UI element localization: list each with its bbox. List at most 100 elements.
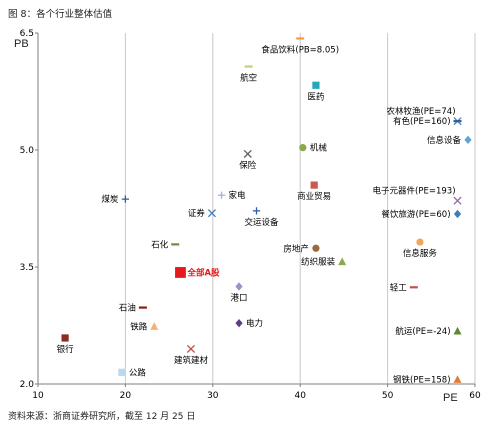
label-part: 钢铁(PE=158) bbox=[393, 374, 450, 385]
label-part: 全部A股 bbox=[186, 267, 220, 278]
label-part: 电子元器件 bbox=[373, 186, 416, 197]
marker-triangle bbox=[453, 375, 462, 383]
data-point: 石化 bbox=[151, 239, 180, 250]
label-part: (PE=60) bbox=[415, 210, 450, 220]
data-point-label: 石化 bbox=[151, 239, 169, 250]
data-point-label: 公路 bbox=[129, 367, 147, 378]
x-tick-label: 60 bbox=[469, 391, 481, 401]
data-point: 航空 bbox=[240, 65, 257, 84]
data-point-label: 商业贸易 bbox=[297, 191, 331, 202]
data-point-label: 食品饮料(PB=8.05) bbox=[261, 44, 339, 55]
marker-diamond bbox=[464, 135, 472, 145]
label-part: 纺织服装 bbox=[301, 257, 336, 268]
tick-labels: 10 20 30 40 50 60 2.0 3.5 5.0 6.5 bbox=[20, 29, 481, 401]
label-part: 食品饮料(PB=8.05) bbox=[261, 44, 339, 55]
data-point-label: 全部A股 bbox=[186, 267, 220, 278]
data-point-label: 电子元器件(PE=193) bbox=[373, 186, 456, 197]
data-point-label: 农林牧渔(PE=74) bbox=[386, 106, 455, 117]
marker-plus bbox=[121, 195, 129, 203]
grid-layer bbox=[124, 33, 476, 384]
data-point: 航运(PE=-24) bbox=[395, 326, 462, 337]
axis-layer bbox=[35, 32, 476, 387]
label-part: 机械 bbox=[310, 143, 328, 154]
x-tick-label: 40 bbox=[294, 391, 306, 401]
data-point: 商业贸易 bbox=[297, 181, 331, 202]
data-point: 银行 bbox=[57, 334, 74, 355]
marker-square bbox=[310, 181, 318, 189]
data-point: 有色(PE=160) bbox=[393, 116, 462, 127]
label-part: 公路 bbox=[129, 367, 147, 378]
data-point: 餐饮旅游(PE=60) bbox=[381, 209, 462, 220]
y-tick-label: 6.5 bbox=[20, 29, 34, 39]
data-point: 轻工 bbox=[390, 282, 418, 293]
data-point-label: 纺织服装 bbox=[301, 257, 336, 268]
label-part: 铁路 bbox=[130, 321, 148, 332]
data-point-label: 铁路 bbox=[130, 321, 148, 332]
data-point: 医药 bbox=[307, 81, 324, 102]
label-part: 航空 bbox=[240, 73, 257, 84]
x-axis-label: PE bbox=[443, 392, 458, 404]
data-point: 煤炭 bbox=[101, 194, 129, 205]
y-tick-label: 5.0 bbox=[20, 146, 35, 156]
marker-triangle bbox=[150, 322, 159, 330]
data-point-label: 机械 bbox=[310, 143, 328, 154]
marker-plus bbox=[217, 191, 226, 199]
data-point: 信息服务 bbox=[403, 238, 438, 259]
label-part: (PE=193) bbox=[415, 187, 455, 197]
x-tick-label: 20 bbox=[120, 391, 132, 401]
data-point-label: 钢铁(PE=158) bbox=[393, 374, 450, 385]
data-point: 保险 bbox=[239, 149, 257, 171]
data-point: 证券 bbox=[188, 208, 216, 219]
marker-diamond bbox=[453, 209, 462, 219]
data-point: 房地产 bbox=[283, 243, 320, 254]
marker-square bbox=[175, 267, 186, 278]
label-part: 石油 bbox=[119, 303, 136, 314]
label-part: 轻工 bbox=[390, 282, 408, 293]
data-point: 港口 bbox=[231, 282, 248, 304]
marker-diamond bbox=[235, 318, 243, 328]
label-part: 石化 bbox=[151, 239, 169, 250]
data-point: 家电 bbox=[217, 190, 247, 201]
x-tick-label: 10 bbox=[32, 391, 44, 401]
data-point-label: 有色(PE=160) bbox=[393, 116, 450, 127]
label-part: 有色(PE=160) bbox=[393, 116, 450, 127]
marker-x bbox=[453, 196, 462, 205]
data-point: 电子元器件(PE=193) bbox=[373, 186, 462, 205]
data-point-label: 煤炭 bbox=[101, 194, 119, 205]
data-point: 铁路 bbox=[130, 321, 159, 332]
data-point-label: 航运(PE=-24) bbox=[395, 326, 450, 337]
data-point-label: 医药 bbox=[307, 91, 324, 102]
marker-square bbox=[61, 334, 69, 342]
data-point-label: 家电 bbox=[229, 190, 247, 201]
x-tick-label: 50 bbox=[382, 391, 394, 401]
marker-plus bbox=[252, 207, 261, 215]
data-point-label: 港口 bbox=[231, 293, 248, 304]
data-point: 石油 bbox=[119, 303, 147, 314]
data-point: 机械 bbox=[299, 143, 327, 154]
marker-x bbox=[207, 209, 216, 218]
data-point-label: 信息设备 bbox=[427, 135, 462, 146]
label-part: 信息设备 bbox=[427, 135, 462, 146]
label-part: 餐饮旅游 bbox=[381, 209, 416, 220]
data-point-label: 石油 bbox=[119, 303, 136, 314]
label-part: 农林牧渔(PE=74) bbox=[386, 106, 455, 117]
marker-circle bbox=[299, 144, 307, 152]
data-point-label: 电力 bbox=[246, 318, 263, 329]
data-point: 全部A股 bbox=[175, 267, 220, 278]
x-tick-label: 30 bbox=[207, 391, 219, 401]
figure-title: 图 8：各个行业整体估值 bbox=[8, 9, 113, 20]
y-axis-label: PB bbox=[14, 38, 29, 50]
label-part: 房地产 bbox=[283, 243, 309, 254]
source-note: 资料来源：浙商证券研究所，截至 12 月 25 日 bbox=[8, 412, 196, 422]
data-point-label: 信息服务 bbox=[403, 248, 438, 259]
label-part: 保险 bbox=[239, 160, 257, 171]
label-part: 建筑建材 bbox=[174, 355, 209, 366]
data-point-label: 航空 bbox=[240, 73, 257, 84]
label-part: 商业贸易 bbox=[297, 191, 331, 202]
marker-square bbox=[118, 368, 126, 376]
data-point-label: 轻工 bbox=[390, 282, 408, 293]
data-point: 公路 bbox=[118, 367, 146, 378]
marker-diamond bbox=[235, 282, 243, 291]
